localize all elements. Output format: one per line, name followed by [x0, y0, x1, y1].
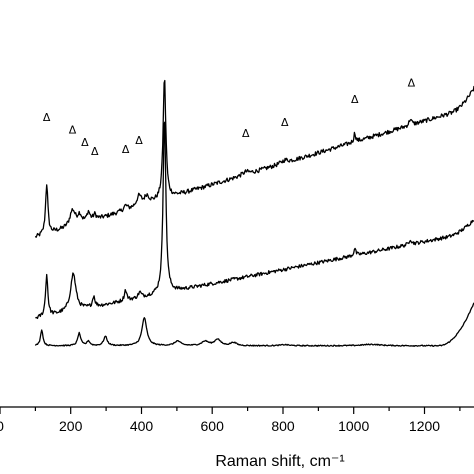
x-axis-ticks: 0 200 400 600 800 1000 1200 — [0, 407, 461, 434]
peak-marker-8: Δ — [242, 127, 250, 140]
spectrum-line-3 — [34, 302, 474, 347]
peak-markers: ΔΔΔΔΔΔΔΔΔΔΔ — [43, 77, 416, 158]
x-tick-label-600: 600 — [201, 418, 225, 434]
x-tick-label-400: 400 — [130, 418, 154, 434]
x-tick-label-200: 200 — [59, 418, 83, 434]
spectrum-line-2 — [35, 121, 474, 320]
peak-marker-4: Δ — [91, 145, 99, 158]
x-axis-title: Raman shift, cm⁻¹ — [215, 453, 344, 470]
spectrum-line-1 — [34, 79, 474, 238]
peak-marker-11: Δ — [408, 77, 416, 90]
x-tick-label-0: 0 — [0, 418, 4, 434]
peak-marker-6: Δ — [135, 134, 143, 147]
peak-marker-1: Δ — [43, 111, 51, 124]
peak-marker-9: Δ — [281, 116, 289, 129]
x-tick-label-800: 800 — [271, 418, 295, 434]
plot-area — [34, 79, 474, 347]
x-tick-label-1200: 1200 — [409, 418, 440, 434]
peak-marker-2: Δ — [69, 123, 77, 136]
x-tick-label-1000: 1000 — [338, 418, 369, 434]
peak-marker-10: Δ — [351, 93, 359, 106]
peak-marker-3: Δ — [81, 136, 89, 149]
peak-marker-5: Δ — [122, 143, 130, 156]
